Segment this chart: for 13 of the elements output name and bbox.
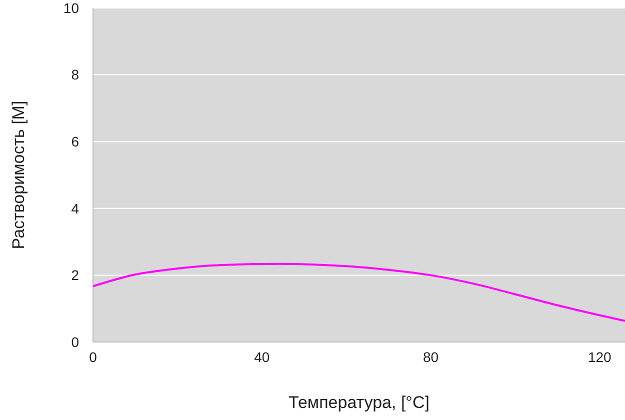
line-series <box>92 262 625 322</box>
y-tick-label: 10 <box>63 0 80 16</box>
y-axis-title: Растворимость [M] <box>9 100 28 250</box>
x-tick-label: 80 <box>422 349 439 365</box>
y-tick-label: 6 <box>71 134 80 150</box>
x-tick-label: 40 <box>254 349 270 365</box>
x-axis-title: Температура, [°C] <box>288 393 430 412</box>
x-tick-label: 0 <box>89 349 98 365</box>
y-tick-label: 8 <box>71 66 80 83</box>
y-tick-label: 4 <box>71 200 80 216</box>
y-tick-label: 0 <box>71 334 80 350</box>
y-tick-label: 2 <box>71 267 80 284</box>
x-tick-label: 120 <box>588 349 612 365</box>
